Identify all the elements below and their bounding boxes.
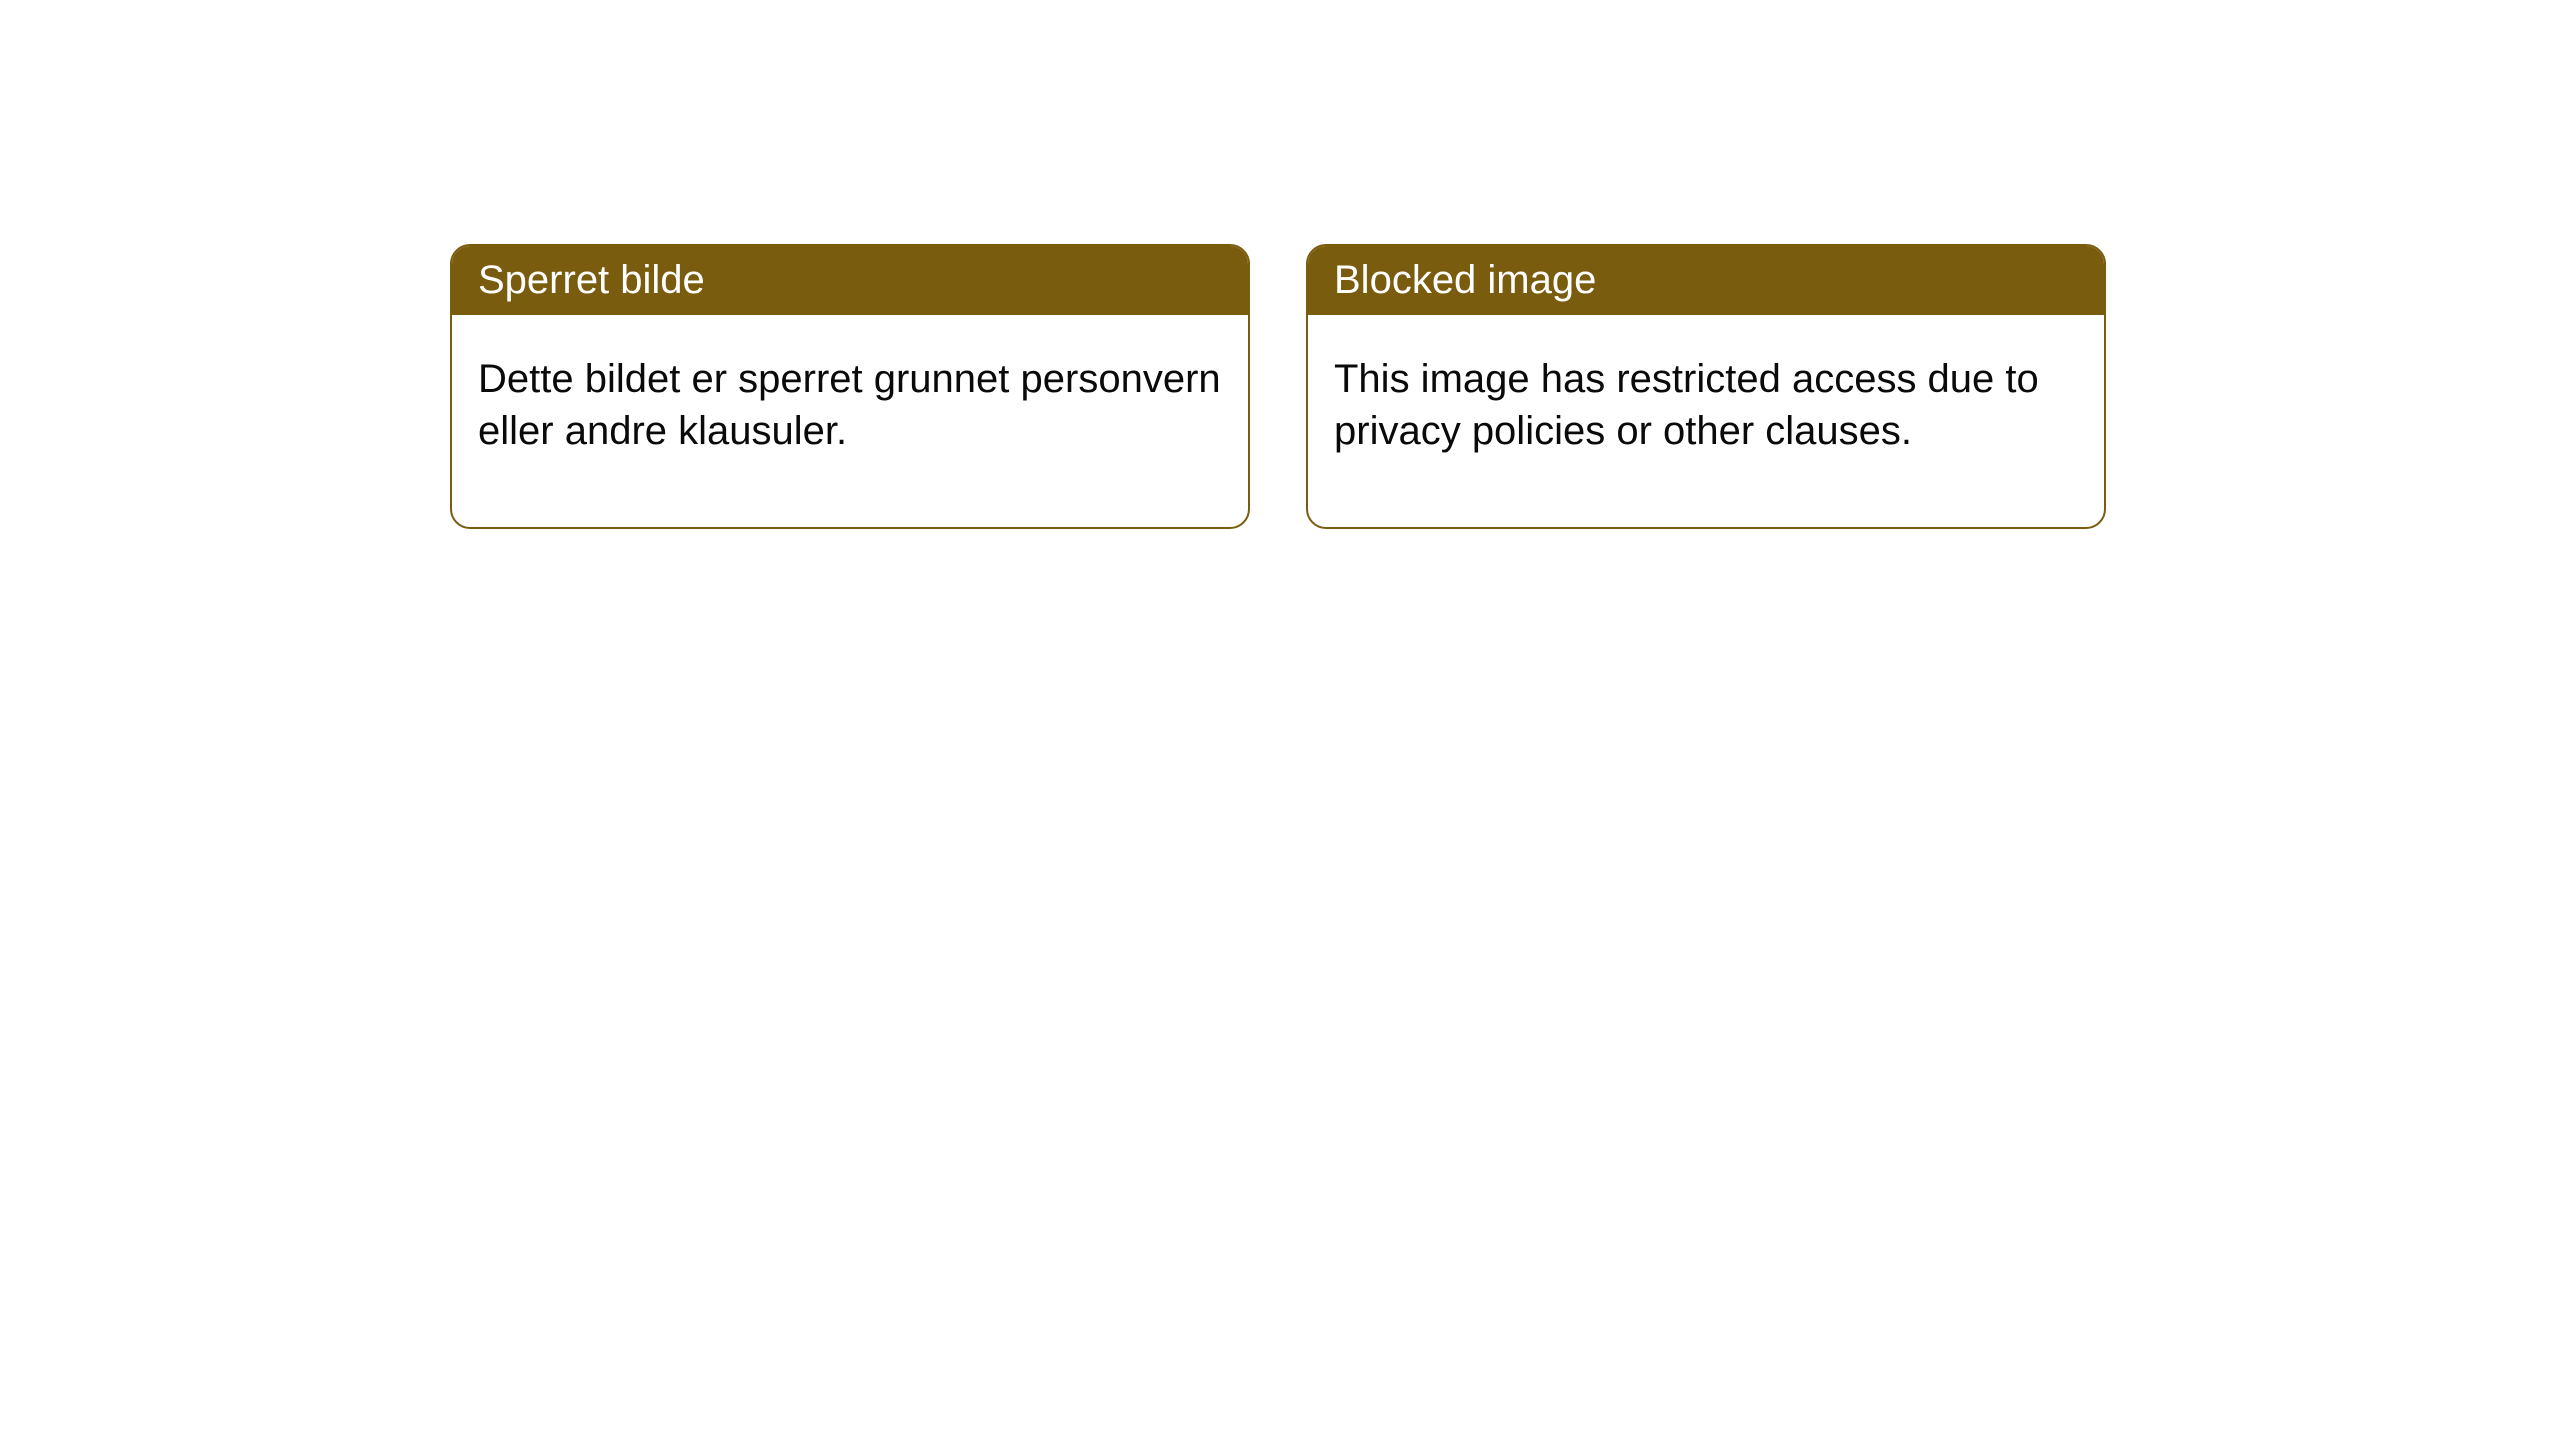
card-header: Blocked image bbox=[1308, 246, 2104, 315]
card-body-text: Dette bildet er sperret grunnet personve… bbox=[478, 357, 1221, 453]
notice-card-english: Blocked image This image has restricted … bbox=[1306, 244, 2106, 529]
card-body: Dette bildet er sperret grunnet personve… bbox=[452, 315, 1248, 527]
notice-cards-container: Sperret bilde Dette bildet er sperret gr… bbox=[450, 244, 2106, 529]
card-title: Sperret bilde bbox=[478, 258, 705, 302]
card-header: Sperret bilde bbox=[452, 246, 1248, 315]
card-title: Blocked image bbox=[1334, 258, 1596, 302]
card-body-text: This image has restricted access due to … bbox=[1334, 357, 2039, 453]
notice-card-norwegian: Sperret bilde Dette bildet er sperret gr… bbox=[450, 244, 1250, 529]
card-body: This image has restricted access due to … bbox=[1308, 315, 2104, 527]
